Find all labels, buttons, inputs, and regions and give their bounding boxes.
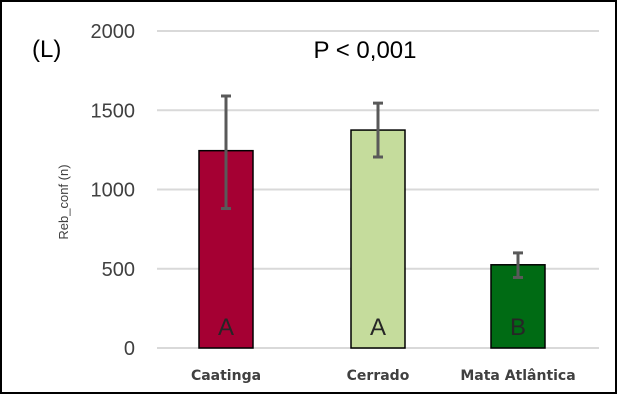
y-tick-label-0: 0: [124, 338, 135, 360]
group-letter-caatinga: A: [218, 314, 234, 341]
y-tick-label-2000: 2000: [91, 21, 136, 43]
panel-label: (L): [32, 36, 61, 63]
category-label-mata-atl-ntica: Mata Atlântica: [460, 368, 575, 384]
y-tick-label-1500: 1500: [91, 100, 136, 122]
category-label-caatinga: Caatinga: [191, 368, 261, 384]
p-value-annotation: P < 0,001: [314, 37, 417, 64]
bar-cerrado: [350, 129, 406, 349]
y-tick-label-500: 500: [102, 259, 135, 281]
category-label-cerrado: Cerrado: [347, 368, 410, 384]
group-letter-mata-atl-ntica: B: [510, 314, 526, 341]
group-letter-cerrado: A: [370, 314, 386, 341]
y-axis-label: Reb_conf (n): [56, 164, 71, 239]
y-tick-label-1000: 1000: [91, 180, 136, 202]
